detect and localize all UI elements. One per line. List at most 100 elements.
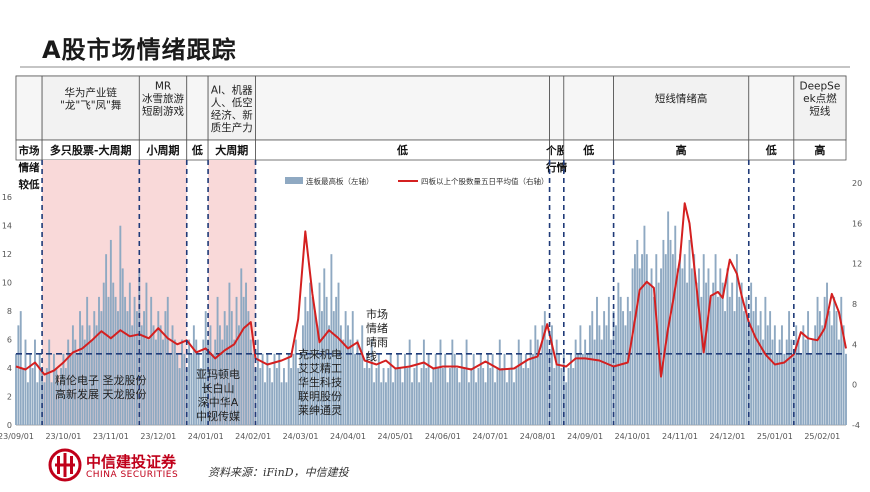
- regime-label: 情绪: [19, 161, 40, 174]
- theme-header-cell: [793, 75, 847, 141]
- regime-label: 多只股票-大周期: [50, 143, 132, 157]
- bar: [57, 382, 60, 425]
- bar: [645, 254, 648, 425]
- bar: [707, 268, 710, 425]
- x-tick-label: 24/02/01: [235, 432, 271, 441]
- bar: [216, 296, 219, 425]
- bar: [183, 353, 186, 425]
- bar: [211, 353, 214, 425]
- bar: [610, 339, 613, 425]
- bar: [681, 268, 684, 425]
- bar: [344, 311, 347, 425]
- bar: [565, 382, 568, 425]
- bar: [71, 325, 74, 425]
- bar: [50, 382, 53, 425]
- bar: [88, 325, 91, 425]
- bar: [109, 239, 112, 425]
- bar: [679, 254, 681, 425]
- annotation-line: 亚玛顿电: [196, 368, 240, 381]
- bar: [306, 311, 309, 425]
- bar: [845, 353, 847, 425]
- bar: [662, 239, 665, 425]
- y-left-tick-label: 12: [2, 250, 12, 259]
- bar: [373, 382, 376, 425]
- bar: [579, 325, 582, 425]
- bar: [351, 311, 354, 425]
- bar: [342, 339, 345, 425]
- bar: [349, 339, 352, 425]
- bar: [520, 353, 523, 425]
- bar: [152, 325, 155, 425]
- bar: [470, 368, 473, 425]
- bar: [631, 268, 634, 425]
- y-right-tick-label: 8: [852, 300, 857, 309]
- bar: [29, 353, 32, 425]
- bar: [569, 353, 572, 425]
- bar: [392, 382, 395, 425]
- bar: [811, 339, 814, 425]
- bar: [712, 282, 715, 425]
- bar: [702, 254, 705, 425]
- bar: [86, 296, 89, 425]
- x-tick-label: 24/07/01: [472, 432, 508, 441]
- bar: [607, 296, 610, 425]
- bar: [524, 353, 527, 425]
- y-left-tick-label: 14: [2, 222, 12, 231]
- bar: [408, 339, 411, 425]
- bar: [690, 268, 693, 425]
- bar: [143, 311, 146, 425]
- bar: [432, 368, 435, 425]
- bar: [489, 368, 492, 425]
- bar: [508, 368, 511, 425]
- bar: [190, 353, 193, 425]
- bar: [107, 296, 110, 425]
- bar: [200, 368, 202, 425]
- bar: [403, 353, 406, 425]
- bar: [795, 325, 798, 425]
- bar: [747, 325, 750, 425]
- bar: [235, 296, 238, 425]
- bar: [361, 325, 364, 425]
- legend-label-line: 四板以上个股数量五日平均值（右轴）: [421, 176, 549, 186]
- bar: [135, 311, 138, 425]
- bar: [484, 382, 487, 425]
- bar: [399, 368, 402, 425]
- bar: [842, 325, 845, 425]
- regime-label: 个股: [545, 144, 567, 157]
- bar: [62, 353, 65, 425]
- bar: [159, 325, 162, 425]
- annotation-line: 艾艾精工: [298, 362, 342, 375]
- bar: [154, 339, 157, 425]
- bar: [26, 382, 29, 425]
- theme-header-label: "龙"飞"凤"舞: [60, 98, 121, 111]
- bar: [138, 268, 141, 425]
- bar: [147, 339, 150, 425]
- bar: [150, 296, 153, 425]
- regime-label: 行情: [545, 161, 567, 174]
- x-tick-label: 24/12/01: [709, 432, 745, 441]
- bar: [762, 339, 764, 425]
- bar: [273, 353, 276, 425]
- bar: [178, 368, 181, 425]
- bar: [532, 353, 534, 425]
- bar: [356, 339, 359, 425]
- bar: [48, 339, 51, 425]
- theme-header-label: ek点燃: [803, 92, 837, 105]
- bar: [325, 296, 328, 425]
- bar: [472, 353, 475, 425]
- x-tick-label: 23/09/01: [0, 432, 34, 441]
- y-right-tick-label: -4: [852, 421, 860, 430]
- bar: [501, 368, 504, 425]
- bar: [363, 368, 366, 425]
- bar: [95, 325, 98, 425]
- bar: [52, 353, 55, 425]
- bar: [581, 353, 584, 425]
- bar: [773, 325, 776, 425]
- bar: [776, 353, 779, 425]
- regime-label: 高: [676, 143, 687, 157]
- bar: [304, 296, 307, 425]
- annotation-line: 情绪: [366, 322, 388, 335]
- bar: [460, 353, 463, 425]
- bar: [195, 339, 198, 425]
- theme-header-label: 短线情绪高: [655, 92, 708, 105]
